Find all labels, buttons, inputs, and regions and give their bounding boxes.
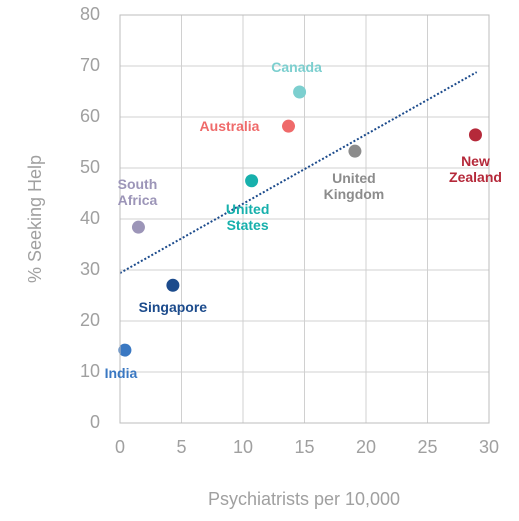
point <box>131 220 145 234</box>
y-tick-label: 80 <box>80 4 100 24</box>
point <box>468 128 482 142</box>
x-tick-label: 10 <box>233 437 253 457</box>
point <box>282 119 296 133</box>
x-tick-label: 5 <box>176 437 186 457</box>
y-tick-label: 40 <box>80 208 100 228</box>
point-label: India <box>104 365 138 382</box>
point <box>348 144 362 158</box>
x-axis-title: Psychiatrists per 10,000 <box>208 489 400 509</box>
point-label: United States <box>225 200 270 233</box>
y-tick-label: 20 <box>80 310 100 330</box>
x-tick-label: 30 <box>479 437 499 457</box>
point <box>166 278 180 292</box>
point-label: United Kingdom <box>323 170 385 203</box>
y-tick-label: 70 <box>80 55 100 75</box>
x-tick-label: 0 <box>115 437 125 457</box>
y-tick-label: 60 <box>80 106 100 126</box>
y-tick-label: 30 <box>80 259 100 279</box>
point-label: Singapore <box>138 299 208 316</box>
point-label: New Zealand <box>449 152 502 185</box>
point <box>293 85 307 99</box>
x-tick-label: 15 <box>294 437 314 457</box>
point <box>245 174 259 188</box>
point <box>118 343 132 357</box>
y-tick-label: 50 <box>80 157 100 177</box>
point-label: South Africa <box>117 176 158 209</box>
y-tick-label: 10 <box>80 361 100 381</box>
point-label: Australia <box>199 118 260 135</box>
x-tick-label: 20 <box>356 437 376 457</box>
x-tick-label: 25 <box>417 437 437 457</box>
point-label: Canada <box>271 59 322 75</box>
trendline <box>119 71 478 274</box>
y-tick-label: 0 <box>90 412 100 432</box>
y-axis-title: % Seeking Help <box>25 155 45 283</box>
plot-border <box>119 14 490 424</box>
